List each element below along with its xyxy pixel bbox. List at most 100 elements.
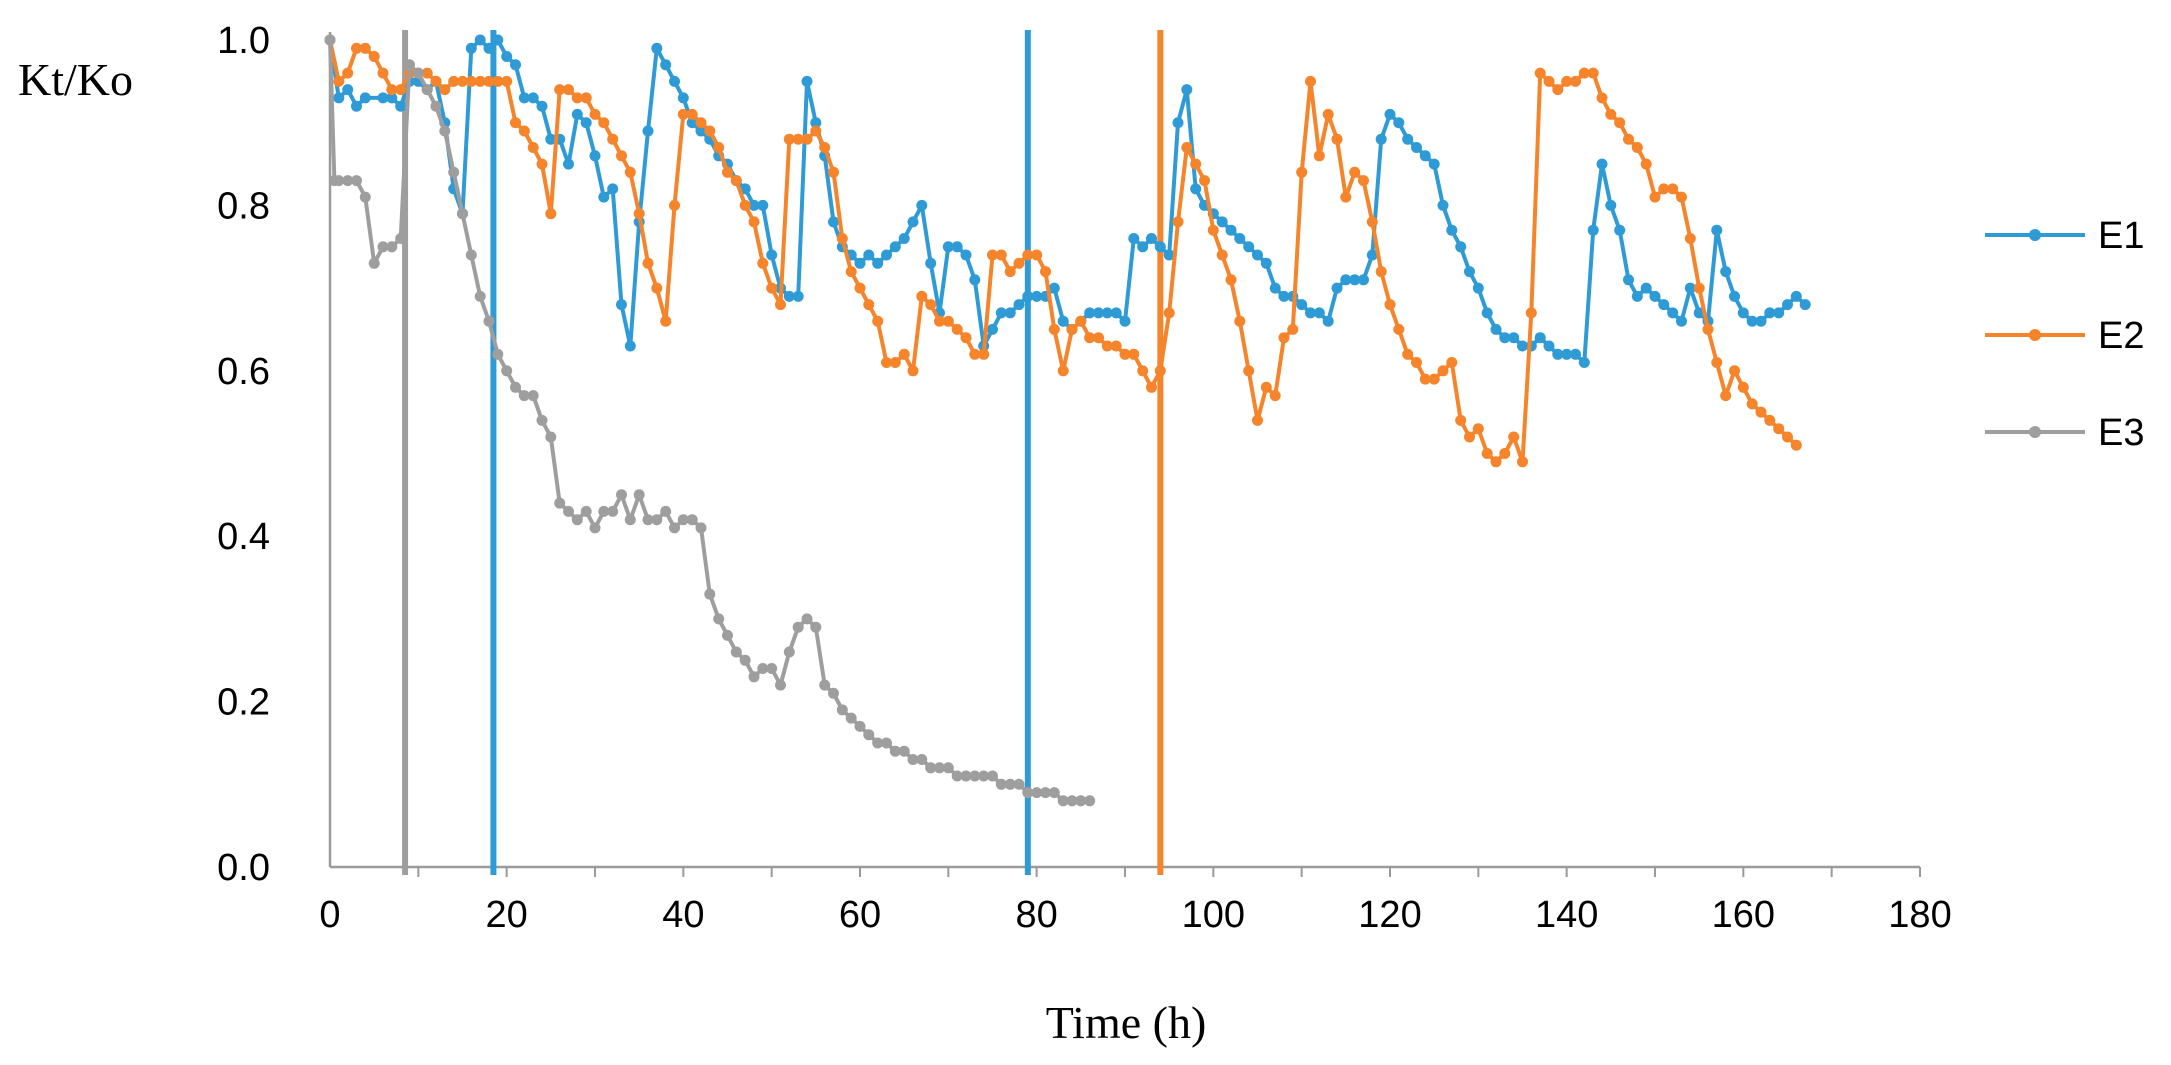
data-point [1137,241,1149,253]
series-line-e3 [328,39,1090,803]
data-point [598,117,610,129]
data-point [881,737,892,749]
data-point [1349,166,1361,178]
data-point [1517,456,1528,468]
data-point [1216,249,1228,261]
data-point [492,348,504,360]
data-point [439,84,451,96]
data-point [624,340,636,352]
data-point [412,67,424,79]
legend: E1 E2 E3 [1985,215,2144,454]
data-point [1181,84,1193,96]
data-point [1313,150,1325,162]
data-point [792,133,804,145]
data-point [1243,241,1255,253]
data-point [598,191,610,203]
data-point [660,505,672,517]
data-point [642,514,654,526]
data-point [995,778,1007,790]
data-point [881,357,892,368]
data-point [1172,216,1184,228]
data-point [616,150,627,162]
data-point [739,654,751,666]
data-point [457,75,468,87]
data-point [1711,357,1723,368]
data-point [766,663,778,674]
data-point [510,59,521,71]
data-point [333,75,345,87]
data-point [810,125,822,137]
data-point [987,770,998,782]
data-point [836,233,848,244]
legend-marker [2029,426,2041,438]
data-point [1490,323,1502,335]
data-point [474,34,486,46]
data-point [1004,307,1016,319]
data-point [386,84,398,96]
data-point [942,762,954,774]
data-point [1737,381,1749,393]
data-point [536,100,548,112]
data-point [1596,92,1608,104]
data-point [1508,332,1520,344]
data-point [1331,282,1343,294]
data-point [1340,274,1352,286]
data-point [1260,257,1272,269]
data-point [1278,290,1290,302]
data-point [1640,282,1652,294]
data-point [1172,117,1184,129]
y-tick-label: 0.4 [217,516,270,558]
data-point [881,249,892,261]
data-point [501,75,513,87]
data-point [571,514,583,526]
data-point [616,489,627,501]
data-point [1137,365,1149,377]
series-lines [324,34,1811,807]
data-point [1296,299,1308,311]
data-point [607,505,619,517]
data-point [1243,365,1255,377]
data-point [1428,158,1440,170]
legend-item-e1: E1 [1985,215,2144,257]
data-point [686,108,698,120]
data-point [704,588,716,600]
data-point [677,92,689,104]
data-point [333,92,345,104]
data-point [1561,75,1573,87]
data-point [1746,315,1758,327]
data-point [1190,183,1202,195]
data-point [580,505,592,517]
data-point [801,133,813,145]
data-point [889,745,901,757]
data-point [1004,266,1016,278]
data-point [624,166,636,178]
data-point [1676,315,1687,327]
data-point [819,679,831,691]
data-point [554,497,566,509]
data-point [1782,431,1793,443]
data-point [872,737,884,749]
data-point [925,762,937,774]
data-point [527,142,539,153]
data-point [571,92,583,104]
data-point [810,621,822,633]
x-tick-label: 160 [1712,894,1775,936]
data-point [916,754,928,765]
data-point [898,745,910,757]
x-tick-label: 120 [1358,894,1421,936]
data-point [1154,241,1166,253]
data-point [1340,191,1352,203]
data-point [677,108,689,120]
data-point [386,92,398,104]
data-point [669,75,680,87]
data-point [377,67,389,79]
data-point [430,75,442,87]
data-point [651,514,663,526]
data-point [695,125,707,137]
data-point [1331,133,1343,145]
data-point [1534,67,1546,79]
data-point [801,613,813,625]
data-point [1305,307,1316,319]
data-point [1084,795,1096,807]
data-point [1437,199,1449,211]
